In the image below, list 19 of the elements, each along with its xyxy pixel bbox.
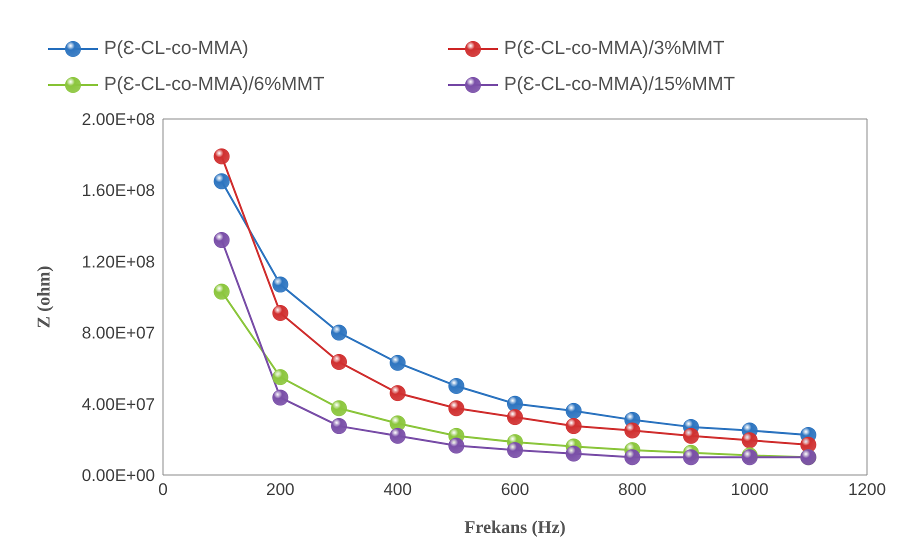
y-axis-title: Z (ohm) xyxy=(33,266,54,328)
x-tick-label: 1200 xyxy=(848,480,886,500)
legend-label: P(Ɛ-CL-co-MMA)/15%MMT xyxy=(504,74,736,96)
legend-label: P(Ɛ-CL-co-MMA)/3%MMT xyxy=(504,38,724,60)
legend-label: P(Ɛ-CL-co-MMA) xyxy=(104,38,248,60)
legend-label: P(Ɛ-CL-co-MMA)/6%MMT xyxy=(104,74,324,96)
x-tick-label: 400 xyxy=(383,480,412,500)
x-tick-label: 1000 xyxy=(730,480,769,500)
x-axis-title: Frekans (Hz) xyxy=(464,517,566,537)
y-tick-label: 1.60E+08 xyxy=(82,181,155,200)
y-tick-label: 2.00E+08 xyxy=(82,110,155,130)
x-tick-label: 0 xyxy=(158,480,168,500)
x-tick-label: 200 xyxy=(266,480,295,500)
y-tick-label: 4.00E+07 xyxy=(82,394,155,414)
y-tick-label: 1.20E+08 xyxy=(82,252,155,272)
x-tick-label: 600 xyxy=(500,480,530,500)
y-tick-label: 8.00E+07 xyxy=(82,324,155,343)
y-tick-label: 0.00E+00 xyxy=(82,466,155,486)
x-tick-label: 800 xyxy=(618,480,647,500)
